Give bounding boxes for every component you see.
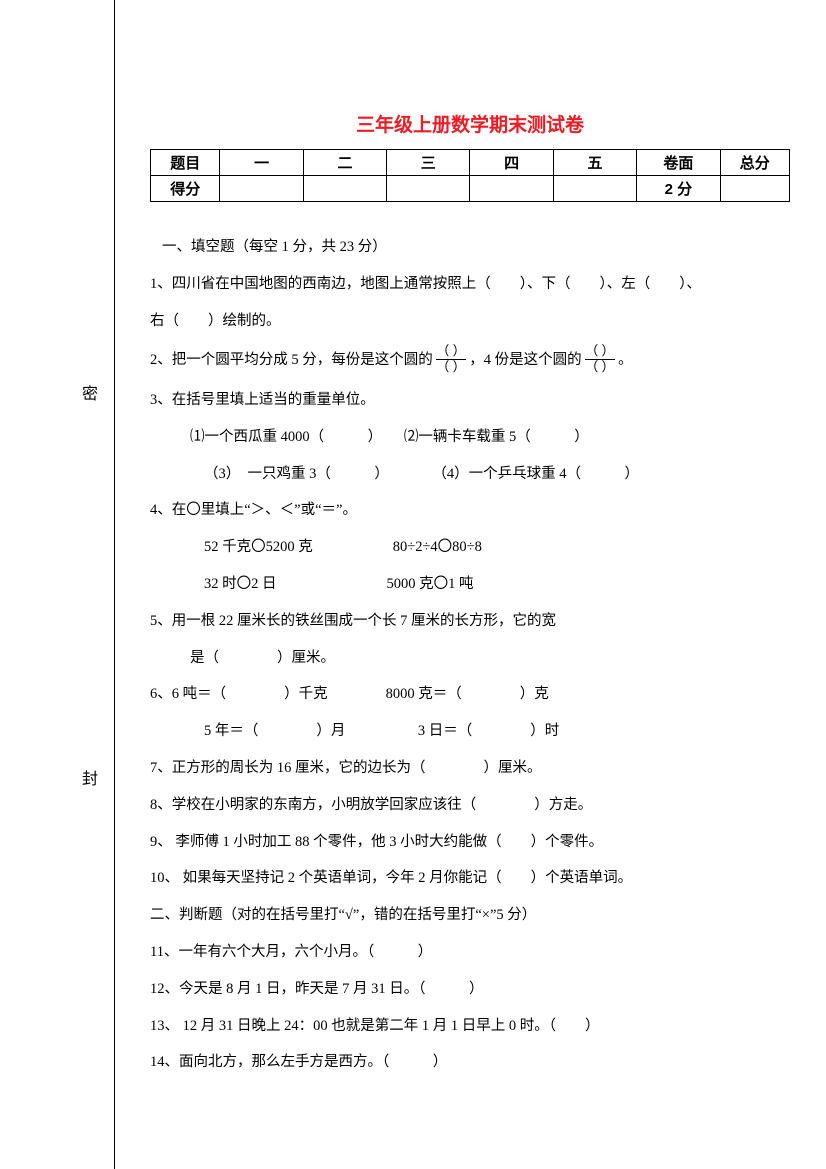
q3-1: ⑴一个西瓜重 4000（ ） ⑵一辆卡车载重 5（ ）	[150, 420, 790, 455]
q8: 8、学校在小明家的东南方，小明放学回家应该往（ ）方走。	[150, 788, 790, 823]
th-1: 一	[220, 150, 303, 176]
score-table: 题目 一 二 三 四 五 卷面 总分 得分 2 分	[150, 149, 790, 202]
th-total: 总分	[720, 150, 789, 176]
q6a: 6、6 吨＝（ ）千克 8000 克＝（ ）克	[150, 677, 790, 712]
td-3	[387, 176, 470, 202]
th-label: 题目	[151, 150, 220, 176]
q4-3: 32 时〇2 日	[204, 576, 277, 592]
q4-row1: 52 千克〇5200 克 80÷2÷4〇80÷8	[150, 530, 790, 565]
td-4	[470, 176, 553, 202]
frac-den: （ ）	[585, 359, 614, 374]
q3-2: （3） 一只鸡重 3（ ） （4）一个乒乓球重 4（ ）	[150, 457, 790, 492]
q4-header: 4、在〇里填上“＞、＜”或“＝”。	[150, 493, 790, 528]
th-4: 四	[470, 150, 553, 176]
td-1	[220, 176, 303, 202]
q4-4: 5000 克〇1 吨	[387, 576, 474, 592]
q2: 2、把一个圆平均分成 5 分，每份是这个圆的 （ ） （ ） ，4 份是这个圆的…	[150, 340, 790, 381]
q3-header: 3、在括号里填上适当的重量单位。	[150, 383, 790, 418]
frac-num: （ ）	[585, 344, 614, 358]
q9: 9、 李师傅 1 小时加工 88 个零件，他 3 小时大约能做（ ）个零件。	[150, 825, 790, 860]
q1-text-b: 右（ ）绘制的。	[150, 313, 281, 329]
q13: 13、 12 月 31 日晚上 24：00 也就是第二年 1 月 1 日早上 0…	[150, 1009, 790, 1044]
q4-1: 52 千克〇5200 克	[204, 539, 313, 555]
td-total	[720, 176, 789, 202]
fraction-1: （ ） （ ）	[436, 344, 465, 374]
q5a: 5、用一根 22 厘米长的铁丝围成一个长 7 厘米的长方形，它的宽	[150, 604, 790, 639]
seal-line	[114, 0, 115, 1169]
section2-header: 二、判断题（对的在括号里打“√”，错的在括号里打“×”5 分）	[150, 898, 790, 933]
td-juanmian: 2 分	[637, 176, 720, 202]
th-5: 五	[553, 150, 636, 176]
td-label: 得分	[151, 176, 220, 202]
th-juanmian: 卷面	[637, 150, 720, 176]
td-2	[303, 176, 386, 202]
q1: 1、四川省在中国地图的西南边，地图上通常按照上（ ）、下（ ）、左（ ）、	[150, 267, 790, 302]
page-content: 三年级上册数学期末测试卷 题目 一 二 三 四 五 卷面 总分 得分 2 分 一…	[150, 110, 790, 1082]
page-title: 三年级上册数学期末测试卷	[150, 110, 790, 137]
td-5	[553, 176, 636, 202]
table-row: 得分 2 分	[151, 176, 790, 202]
frac-num: （ ）	[436, 344, 465, 358]
section-header: 一、填空题（每空 1 分，共 23 分）	[150, 230, 790, 265]
seal-label-feng: 封	[75, 770, 99, 786]
q11: 11、一年有六个大月，六个小月。（ ）	[150, 935, 790, 970]
q14: 14、面向北方，那么左手方是西方。（ ）	[150, 1045, 790, 1080]
q12: 12、今天是 8 月 1 日，昨天是 7 月 31 日。（ ）	[150, 972, 790, 1007]
seal-label-mi: 密	[75, 385, 99, 401]
frac-den: （ ）	[436, 359, 465, 374]
questions: 一、填空题（每空 1 分，共 23 分） 1、四川省在中国地图的西南边，地图上通…	[150, 230, 790, 1080]
q1b: 右（ ）绘制的。	[150, 304, 790, 339]
q1-text-a: 1、四川省在中国地图的西南边，地图上通常按照上（ ）、下（ ）、左（ ）、	[150, 276, 701, 292]
q2-text-b: ，4 份是这个圆的	[469, 352, 581, 368]
q5b: 是（ ）厘米。	[150, 641, 790, 676]
q10: 10、 如果每天坚持记 2 个英语单词，今年 2 月你能记（ ）个英语单词。	[150, 861, 790, 896]
q2-text-a: 2、把一个圆平均分成 5 分，每份是这个圆的	[150, 352, 433, 368]
q4-2: 80÷2÷4〇80÷8	[393, 539, 482, 555]
th-3: 三	[387, 150, 470, 176]
q6b: 5 年＝（ ）月 3 日＝（ ）时	[150, 714, 790, 749]
table-row: 题目 一 二 三 四 五 卷面 总分	[151, 150, 790, 176]
q4-row2: 32 时〇2 日 5000 克〇1 吨	[150, 567, 790, 602]
q2-text-c: 。	[618, 352, 633, 368]
q7: 7、正方形的周长为 16 厘米，它的边长为（ ）厘米。	[150, 751, 790, 786]
th-2: 二	[303, 150, 386, 176]
fraction-2: （ ） （ ）	[585, 344, 614, 374]
